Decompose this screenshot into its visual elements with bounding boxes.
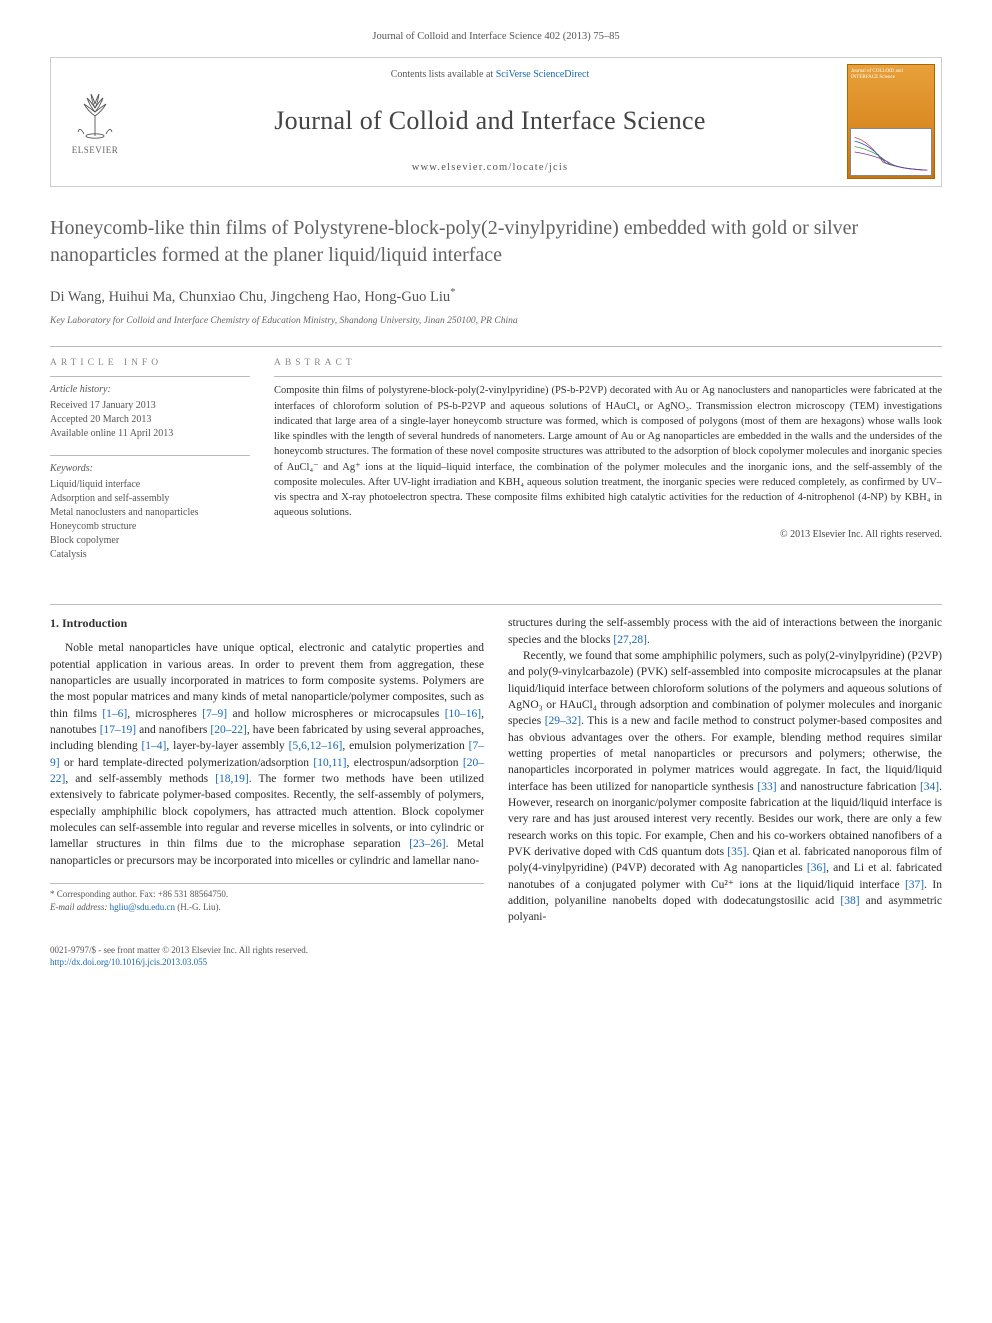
corresponding-footer: * Corresponding author. Fax: +86 531 885… [50, 883, 484, 914]
divider [50, 346, 942, 347]
citation-link[interactable]: [33] [757, 781, 776, 793]
contents-list-line: Contents lists available at SciVerse Sci… [147, 68, 833, 82]
authors-text: Di Wang, Huihui Ma, Chunxiao Chu, Jingch… [50, 289, 450, 305]
body-text: , microspheres [127, 708, 202, 720]
masthead-center: Contents lists available at SciVerse Sci… [139, 58, 841, 186]
journal-masthead: ELSEVIER Contents lists available at Sci… [50, 57, 942, 187]
body-text: and nanostructure fabrication [777, 781, 920, 793]
journal-cover-thumb: Journal of COLLOID and INTERFACE Science [841, 58, 941, 186]
cover-image: Journal of COLLOID and INTERFACE Science [847, 64, 935, 179]
citation-link[interactable]: [1–6] [102, 708, 127, 720]
body-text: . [647, 634, 650, 646]
affiliation: Key Laboratory for Colloid and Interface… [50, 315, 942, 328]
abstract-copyright: © 2013 Elsevier Inc. All rights reserved… [274, 528, 942, 542]
citation-link[interactable]: [10,11] [313, 757, 346, 769]
citation-link[interactable]: [20–22] [210, 724, 246, 736]
body-text: , and self-assembly methods [65, 773, 215, 785]
article-info-heading: ARTICLE INFO [50, 357, 250, 370]
publisher-logo-block: ELSEVIER [51, 58, 139, 186]
citation-link[interactable]: [36] [807, 862, 826, 874]
keywords-label: Keywords: [50, 462, 250, 476]
footer-line1: 0021-9797/$ - see front matter © 2013 El… [50, 944, 942, 957]
article-history-block: Article history: Received 17 January 201… [50, 376, 250, 441]
contents-prefix: Contents lists available at [391, 69, 496, 80]
journal-url[interactable]: www.elsevier.com/locate/jcis [147, 161, 833, 176]
body-paragraph: Noble metal nanoparticles have unique op… [50, 640, 484, 869]
abstract-column: ABSTRACT Composite thin films of polysty… [274, 357, 942, 576]
body-paragraph: Recently, we found that some amphiphilic… [508, 648, 942, 926]
section-heading-intro: 1. Introduction [50, 615, 484, 632]
email-label: E-mail address: [50, 902, 107, 912]
body-two-column: 1. Introduction Noble metal nanoparticle… [50, 615, 942, 925]
citation-link[interactable]: [27,28] [613, 634, 647, 646]
publisher-name: ELSEVIER [72, 144, 119, 157]
corresponding-mark: * [450, 286, 456, 298]
cover-title-text: Journal of COLLOID and INTERFACE Science [851, 69, 931, 80]
abstract-heading: ABSTRACT [274, 357, 942, 370]
cover-plot-icon [850, 128, 932, 176]
citation-link[interactable]: [1–4] [141, 740, 166, 752]
email-link[interactable]: hgliu@sdu.edu.cn [107, 902, 177, 912]
article-info-column: ARTICLE INFO Article history: Received 1… [50, 357, 250, 576]
citation-link[interactable]: [34] [920, 781, 939, 793]
body-text: or hard template-directed polymerization… [60, 757, 314, 769]
divider [50, 604, 942, 605]
elsevier-tree-icon [70, 86, 120, 141]
corr-text: Corresponding author. Fax: +86 531 88564… [55, 889, 229, 899]
body-text: , layer-by-layer assembly [166, 740, 288, 752]
citation-link[interactable]: [7–9] [202, 708, 227, 720]
citation-link[interactable]: [10–16] [445, 708, 481, 720]
corr-line1: * Corresponding author. Fax: +86 531 885… [50, 888, 484, 901]
keywords-text: Liquid/liquid interface Adsorption and s… [50, 478, 250, 562]
citation-link[interactable]: [35] [727, 846, 746, 858]
citation-link[interactable]: [38] [840, 895, 859, 907]
info-abstract-row: ARTICLE INFO Article history: Received 1… [50, 357, 942, 576]
citation-link[interactable]: [23–26] [409, 838, 445, 850]
body-text: , electrospun/adsorption [346, 757, 462, 769]
citation-link[interactable]: [37] [905, 879, 924, 891]
journal-name: Journal of Colloid and Interface Science [147, 103, 833, 139]
corr-name: (H.-G. Liu). [177, 902, 221, 912]
history-label: Article history: [50, 383, 250, 397]
keywords-block: Keywords: Liquid/liquid interface Adsorp… [50, 455, 250, 562]
article-title: Honeycomb-like thin films of Polystyrene… [50, 215, 942, 269]
abstract-text: Composite thin films of polystyrene-bloc… [274, 376, 942, 520]
footer-line2: http://dx.doi.org/10.1016/j.jcis.2013.03… [50, 956, 942, 969]
doi-link[interactable]: 10.1016/j.jcis.2013.03.055 [111, 957, 207, 967]
body-text: and hollow microspheres or microcapsules [227, 708, 445, 720]
body-text: and nanofibers [136, 724, 210, 736]
citation-link[interactable]: [18,19] [215, 773, 249, 785]
journal-reference: Journal of Colloid and Interface Science… [50, 30, 942, 45]
citation-link[interactable]: [5,6,12–16] [289, 740, 343, 752]
citation-link[interactable]: [17–19] [100, 724, 136, 736]
body-text: , emulsion polymerization [342, 740, 468, 752]
body-text: structures during the self-assembly proc… [508, 617, 942, 645]
page-footer: 0021-9797/$ - see front matter © 2013 El… [50, 944, 942, 969]
history-text: Received 17 January 2013 Accepted 20 Mar… [50, 399, 250, 441]
sciencedirect-link[interactable]: SciVerse ScienceDirect [496, 69, 590, 80]
author-list: Di Wang, Huihui Ma, Chunxiao Chu, Jingch… [50, 285, 942, 307]
doi-prefix[interactable]: http://dx.doi.org/ [50, 957, 111, 967]
corr-line2: E-mail address: hgliu@sdu.edu.cn (H.-G. … [50, 901, 484, 914]
body-paragraph: structures during the self-assembly proc… [508, 615, 942, 648]
citation-link[interactable]: [29–32] [545, 715, 581, 727]
